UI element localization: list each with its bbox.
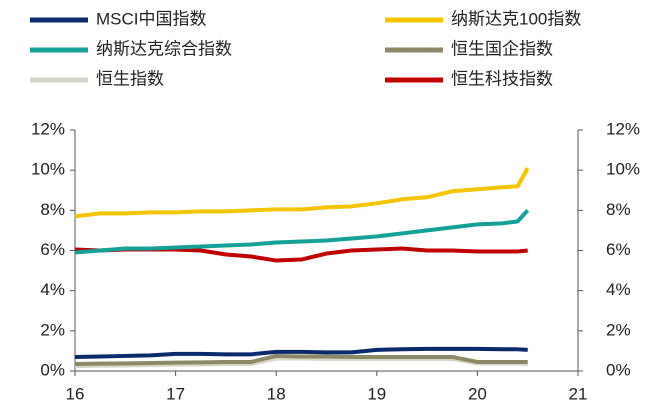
legend-label: 恒生指数 xyxy=(96,69,164,88)
y2-tick-label: 12% xyxy=(606,119,640,138)
y-tick-label: 0% xyxy=(40,360,65,379)
y-tick-label: 4% xyxy=(40,280,65,299)
line-series xyxy=(74,353,528,366)
y2-tick-label: 4% xyxy=(606,280,631,299)
legend-label: 恒生科技指数 xyxy=(451,69,553,88)
line-series xyxy=(74,167,530,219)
line-series xyxy=(74,208,530,255)
x-tick-label: 16 xyxy=(66,384,85,403)
y-tick-label: 10% xyxy=(31,160,65,179)
x-tick-label: 21 xyxy=(569,384,588,403)
y2-tick-label: 8% xyxy=(606,200,631,219)
legend-label: MSCI中国指数 xyxy=(96,9,207,28)
y-tick-label: 6% xyxy=(40,240,65,259)
x-tick-label: 17 xyxy=(166,384,185,403)
legend-label: 恒生国企指数 xyxy=(451,39,553,58)
legend-label: 纳斯达克综合指数 xyxy=(96,39,232,58)
y-tick-label: 12% xyxy=(31,119,65,138)
y-tick-label: 8% xyxy=(40,200,65,219)
y2-tick-label: 2% xyxy=(606,320,631,339)
y-tick-label: 2% xyxy=(40,320,65,339)
x-tick-label: 19 xyxy=(367,384,386,403)
line-series xyxy=(74,346,528,359)
y2-tick-label: 6% xyxy=(606,240,631,259)
x-tick-label: 18 xyxy=(267,384,286,403)
legend-label: 纳斯达克100指数 xyxy=(451,9,581,28)
x-tick-label: 20 xyxy=(468,384,487,403)
y2-tick-label: 0% xyxy=(606,360,631,379)
y2-tick-label: 10% xyxy=(606,160,640,179)
